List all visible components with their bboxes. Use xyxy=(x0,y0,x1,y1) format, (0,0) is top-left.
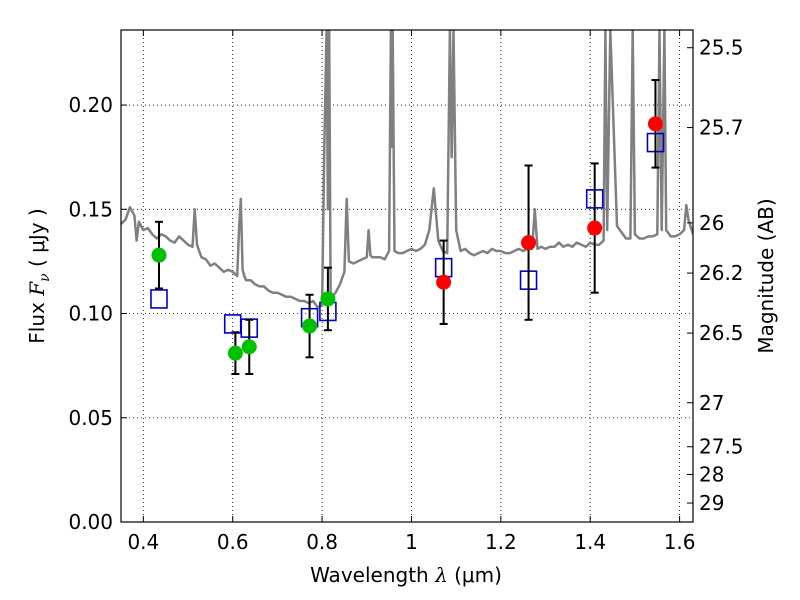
optical-circle-marker xyxy=(151,247,167,263)
nir-circle-marker xyxy=(521,235,537,251)
x-tick-label: 0.6 xyxy=(217,530,249,554)
nir-circle-marker xyxy=(587,220,603,236)
y-tick-label: 0.20 xyxy=(68,93,113,117)
nir-circle-marker xyxy=(647,116,663,132)
y2-axis-label: Magnitude (AB) xyxy=(754,198,778,353)
x-tick-label: 1.6 xyxy=(664,530,696,554)
x-axis-label: Wavelength λ (μm) xyxy=(310,563,502,587)
y-tick-label: 0.15 xyxy=(68,197,113,221)
x-tick-label: 1 xyxy=(405,530,418,554)
y2-tick-label: 28 xyxy=(699,462,724,486)
axes-layer: 0.4 0.6 0.8 1 1.2 1.4 1.6 0.00 0.05 0.10 0.15 0.20 2… xyxy=(68,29,744,554)
optical-circle-marker xyxy=(227,345,243,361)
y-tick-label: 0.00 xyxy=(68,510,113,534)
optical-circle-marker xyxy=(241,339,257,355)
markers-layer xyxy=(150,79,665,375)
y2-tick-label: 27 xyxy=(699,391,724,415)
y-axis-label: Flux Fν ( μJy ) xyxy=(25,208,53,343)
y2-tick-label: 29 xyxy=(699,491,724,515)
x-tick-label: 1.2 xyxy=(485,530,517,554)
y2-tick-label: 27.5 xyxy=(699,435,744,459)
optical-circle-marker xyxy=(320,291,336,307)
x-tick-label: 1.4 xyxy=(574,530,606,554)
y-tick-label: 0.10 xyxy=(68,302,113,326)
x-tick-label: 0.4 xyxy=(127,530,159,554)
nir-circle-marker xyxy=(436,274,452,290)
y2-tick-label: 26.5 xyxy=(699,321,744,345)
optical-circle-marker xyxy=(302,318,318,334)
x-tick-label: 0.8 xyxy=(306,530,338,554)
plot-area xyxy=(121,30,693,309)
y2-tick-label: 25.7 xyxy=(699,116,744,140)
y2-tick-label: 25.5 xyxy=(699,36,744,60)
model-square-marker xyxy=(150,289,168,309)
y2-tick-label: 26.2 xyxy=(699,261,744,285)
plot-frame xyxy=(120,29,694,523)
spectrum-line xyxy=(121,30,693,309)
y-tick-label: 0.05 xyxy=(68,406,113,430)
y2-tick-label: 26 xyxy=(699,211,724,235)
